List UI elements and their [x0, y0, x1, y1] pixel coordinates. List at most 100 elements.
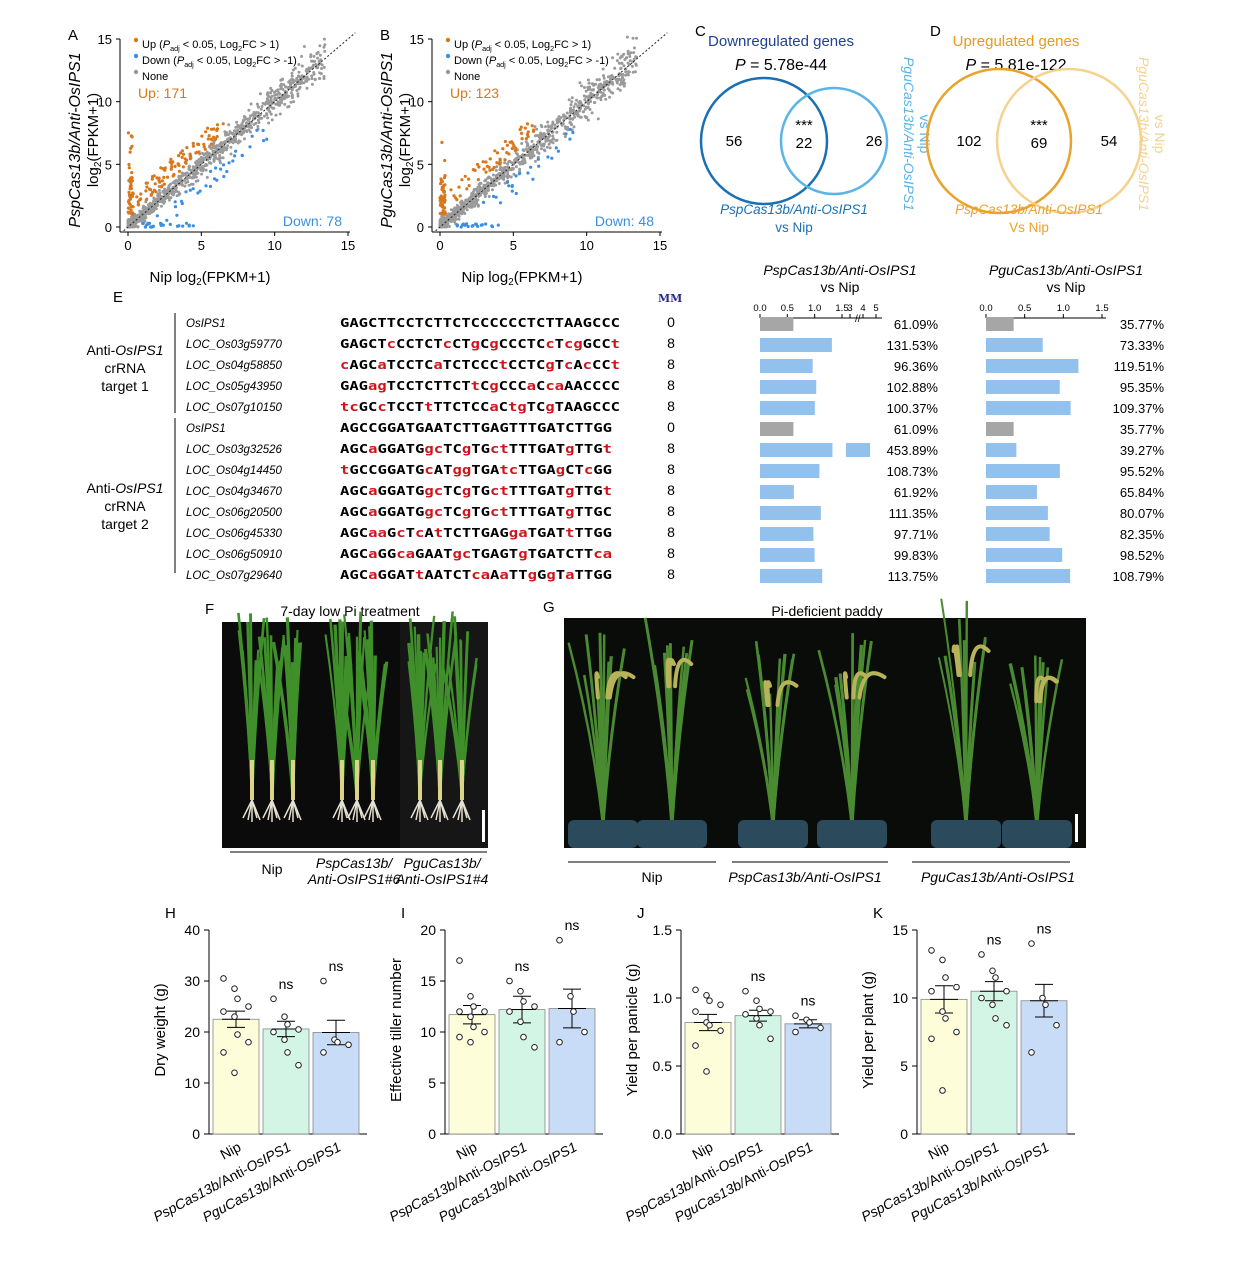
point-none [567, 98, 571, 102]
point-down [481, 200, 486, 204]
data-point [753, 997, 760, 1005]
point-up [163, 168, 167, 172]
plant-root [347, 799, 366, 822]
point-up [215, 127, 220, 131]
point-none [476, 198, 480, 202]
point-none [495, 173, 499, 177]
point-none [603, 93, 607, 97]
point-none [585, 106, 589, 110]
point-none [292, 80, 296, 84]
data-point [231, 985, 238, 992]
plant-panicle [594, 671, 600, 700]
point-none [498, 175, 502, 179]
point-none [185, 177, 189, 181]
bar [784, 1023, 832, 1135]
point-none [463, 212, 467, 215]
data-point [517, 1018, 524, 1026]
nucleotide: C [499, 315, 508, 330]
point-up [442, 176, 447, 180]
scatter-points-down [455, 127, 575, 229]
text-segment: PspCas13b/Anti-OsIPS1 [763, 262, 916, 278]
nucleotide: C [453, 441, 462, 456]
point-none [248, 124, 252, 127]
data-point [706, 1021, 713, 1029]
expression-percent: 35.77% [1120, 317, 1165, 332]
point-none [599, 98, 603, 102]
point-none [447, 215, 450, 219]
bars-tick-label: 1.0 [808, 303, 821, 314]
point-none [278, 112, 282, 116]
point-down [227, 161, 231, 165]
data-point [989, 1001, 996, 1009]
nucleotide: A [434, 546, 444, 561]
nucleotide: G [387, 546, 396, 561]
point-none [289, 78, 293, 81]
point-none [161, 189, 165, 193]
point-none [279, 97, 283, 101]
data-point [467, 1013, 474, 1021]
nucleotide: A [424, 525, 434, 540]
text-segment: adj [184, 60, 194, 69]
nucleotide: C [565, 420, 574, 435]
nucleotide: c [424, 462, 433, 477]
nucleotide: t [499, 441, 508, 456]
point-down [173, 205, 178, 209]
point-none [200, 158, 203, 162]
data-point [245, 1038, 252, 1046]
point-none [183, 178, 186, 182]
nucleotide: T [471, 546, 480, 561]
expression-bar [760, 338, 832, 352]
point-up [441, 186, 445, 190]
nucleotide: G [378, 567, 387, 582]
text-segment: OsIPS1 [765, 1139, 815, 1176]
point-down [145, 223, 149, 227]
nucleotide: t [603, 483, 612, 498]
point-up [440, 179, 444, 183]
point-none [283, 102, 287, 106]
point-up [442, 190, 446, 194]
point-none [539, 123, 543, 127]
mismatch-count: 0 [667, 314, 675, 330]
point-none [520, 142, 524, 145]
point-none [229, 145, 233, 149]
point-none [138, 219, 142, 223]
nucleotide: T [556, 420, 565, 435]
point-none [219, 150, 223, 154]
venn-right-label-line1: PguCas13b/Anti-OsIPS1 [901, 57, 917, 211]
point-none [256, 125, 260, 128]
y-tick-label: 0.0 [653, 1126, 673, 1142]
nucleotide: T [518, 441, 527, 456]
point-down [476, 224, 480, 228]
point-none [226, 133, 230, 137]
point-up [477, 165, 481, 169]
point-none [262, 114, 266, 118]
point-none [279, 82, 283, 86]
data-point [692, 1008, 699, 1015]
nucleotide: A [396, 483, 406, 498]
nucleotide: T [509, 546, 518, 561]
nucleotide: c [462, 546, 471, 561]
bar [734, 1015, 782, 1135]
gene-name: LOC_Os04g34670 [186, 486, 283, 498]
nucleotide: G [603, 462, 612, 477]
y-tick-label: 0.5 [653, 1058, 673, 1074]
point-none [616, 87, 620, 91]
nucleotide: T [509, 420, 518, 435]
point-down [498, 201, 503, 205]
point-none [276, 96, 280, 100]
plant-stem [371, 760, 375, 800]
data-point [928, 947, 935, 954]
point-up [206, 137, 210, 141]
point-none [619, 66, 623, 70]
nucleotide: C [611, 315, 620, 330]
photo-title: 7-day low Pi treatment [280, 603, 419, 619]
point-up [438, 211, 442, 216]
point-up [149, 192, 153, 197]
point-none [231, 132, 235, 136]
nucleotide: T [556, 441, 565, 456]
data-point [531, 1003, 538, 1010]
expression-percent: 102.88% [887, 380, 939, 395]
point-down [556, 149, 561, 153]
